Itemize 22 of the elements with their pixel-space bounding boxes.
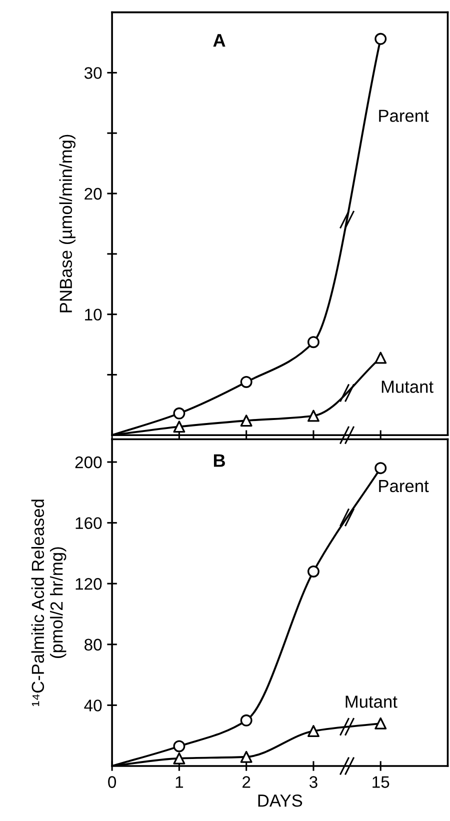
x-tick-label: 2 xyxy=(242,776,250,788)
y-tick-label: 120 xyxy=(76,578,102,590)
y-tick-label: 30 xyxy=(84,67,102,79)
annotation: A xyxy=(213,34,226,47)
x-axis-title: DAYS xyxy=(258,794,302,807)
x-tick-label: 3 xyxy=(309,776,318,788)
x-tick-label: 1 xyxy=(176,776,184,788)
annotation: B xyxy=(214,454,225,467)
series-label: Mutant xyxy=(346,696,398,708)
y-tick-label: 160 xyxy=(76,517,102,530)
legend-label: Mutant xyxy=(382,380,434,393)
y-axis-title: PNBase (µmol/min/mg) xyxy=(59,134,76,312)
x-tick-label: 15 xyxy=(372,776,390,788)
y-tick-label: 10 xyxy=(85,308,102,321)
y-tick-label: 20 xyxy=(84,188,102,200)
y-axis-title: ¹⁴C-Palmitic Acid Released (pmol/2 hr/mg) xyxy=(31,500,66,706)
x-tick-label: 0 xyxy=(108,776,116,788)
y-tick-label: 40 xyxy=(84,700,102,712)
series-label: Parent xyxy=(379,110,429,122)
y-tick-label: 80 xyxy=(84,638,102,651)
y-tick-label: 200 xyxy=(75,456,102,468)
series-label: Parent xyxy=(379,480,429,492)
